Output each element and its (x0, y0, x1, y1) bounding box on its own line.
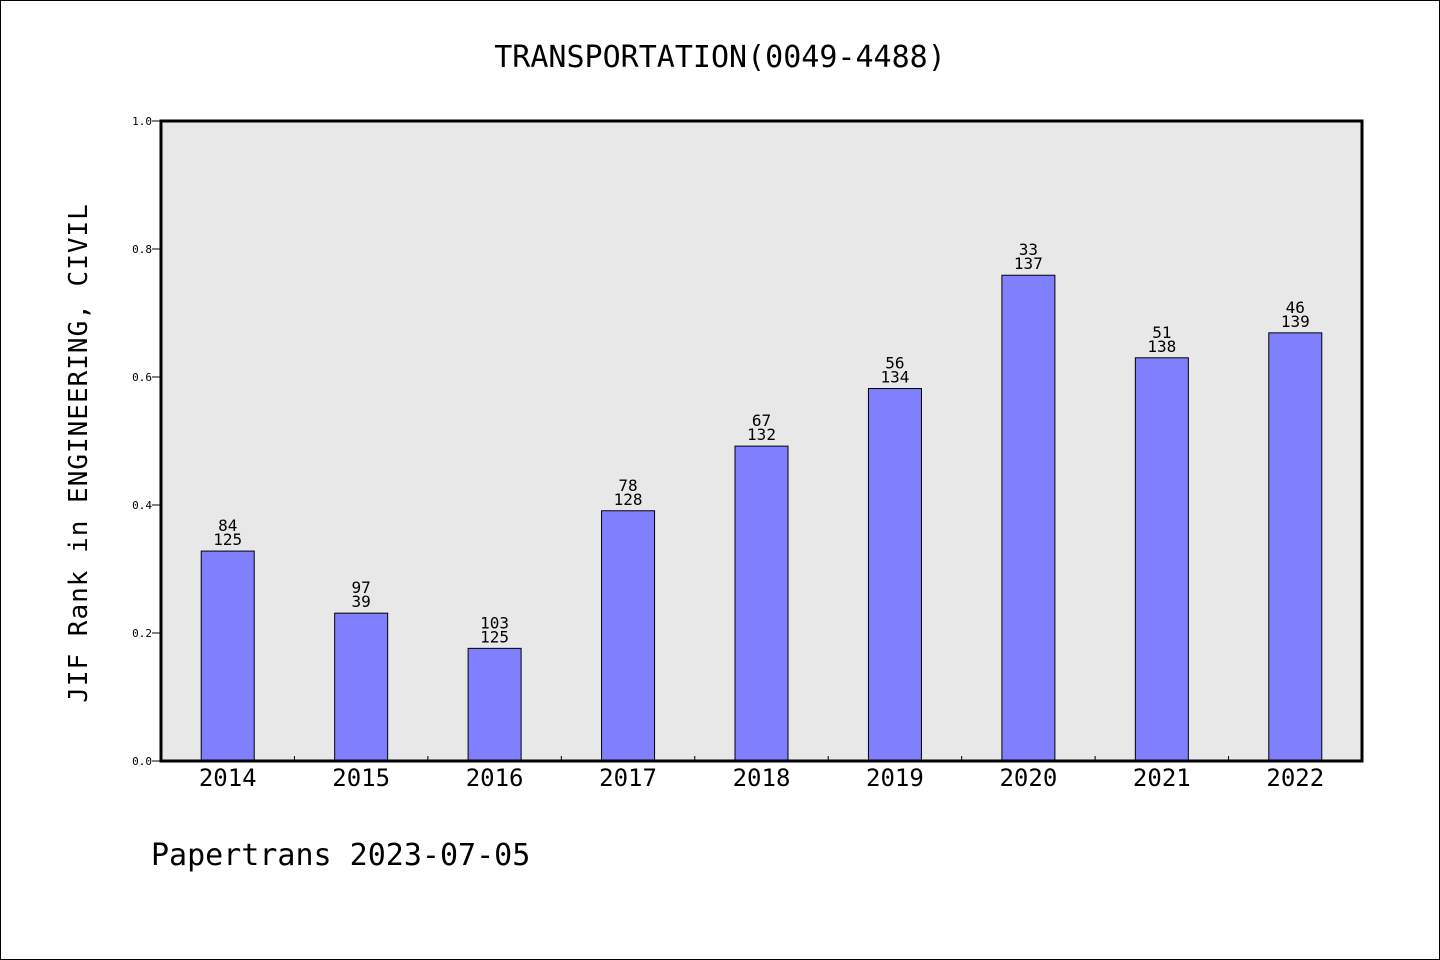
bar-total-label: 137 (1014, 254, 1043, 273)
x-tick-label: 2018 (733, 764, 791, 792)
bar-2019 (867, 388, 922, 762)
x-tick-label: 2021 (1133, 764, 1191, 792)
bar-rank-label: 78 (618, 476, 637, 495)
bar-rank-label: 51 (1152, 323, 1171, 342)
footer-credit: Papertrans 2023-07-05 (151, 838, 530, 873)
bar-total-label: 39 (352, 592, 371, 611)
bar-rank-label: 33 (1019, 240, 1038, 259)
bar-rank-label: 56 (885, 354, 904, 373)
bar-2016 (467, 647, 522, 762)
bar-2022 (1268, 332, 1323, 762)
x-tick-label: 2017 (599, 764, 657, 792)
bar-rank-label: 46 (1286, 298, 1305, 317)
y-tick-label: 0.0 (132, 755, 152, 768)
bars-group (200, 274, 1323, 762)
bar-total-label: 138 (1147, 337, 1176, 356)
y-tick-label: 0.4 (132, 499, 152, 512)
y-tick-label: 0.8 (132, 243, 152, 256)
y-tick-label: 1.0 (132, 115, 152, 128)
x-tick-label: 2014 (199, 764, 257, 792)
y-tick-label: 0.6 (132, 371, 152, 384)
bar-2020 (1001, 274, 1056, 762)
chart-title: TRANSPORTATION(0049-4488) (494, 40, 946, 75)
bar-2015 (334, 612, 389, 762)
x-tick-label: 2015 (332, 764, 390, 792)
bar-2018 (734, 445, 789, 762)
plot-border (159, 119, 1364, 763)
bar-rank-label: 103 (480, 613, 509, 632)
x-tick-label: 2020 (999, 764, 1057, 792)
bar-total-label: 125 (213, 530, 242, 549)
bar-labels-group: 8412597391031257812867132561343313751138… (213, 240, 1309, 646)
bar-2014 (200, 550, 255, 762)
bar-rank-label: 84 (218, 516, 237, 535)
bar-rank-label: 97 (352, 578, 371, 597)
y-tick-label: 0.2 (132, 627, 152, 640)
y-axis-label: JIF Rank in ENGINEERING, CIVIL (64, 203, 94, 703)
bar-2021 (1134, 357, 1189, 762)
x-tick-label: 2019 (866, 764, 924, 792)
bar-rank-label: 67 (752, 411, 771, 430)
x-tick-label: 2016 (466, 764, 524, 792)
bar-total-label: 134 (880, 368, 909, 387)
bar-total-label: 125 (480, 627, 509, 646)
bar-total-label: 128 (614, 490, 643, 509)
bar-total-label: 139 (1281, 312, 1310, 331)
x-axis-ticks: 2014 2015 2016 2017 2018 2019 2020 2021 2022 (199, 756, 1324, 792)
x-tick-label: 2022 (1266, 764, 1324, 792)
y-axis-ticks: 0.0 0.2 0.4 0.6 0.8 1.0 (132, 115, 161, 768)
bar-total-label: 132 (747, 425, 776, 444)
bar-2017 (601, 510, 656, 762)
